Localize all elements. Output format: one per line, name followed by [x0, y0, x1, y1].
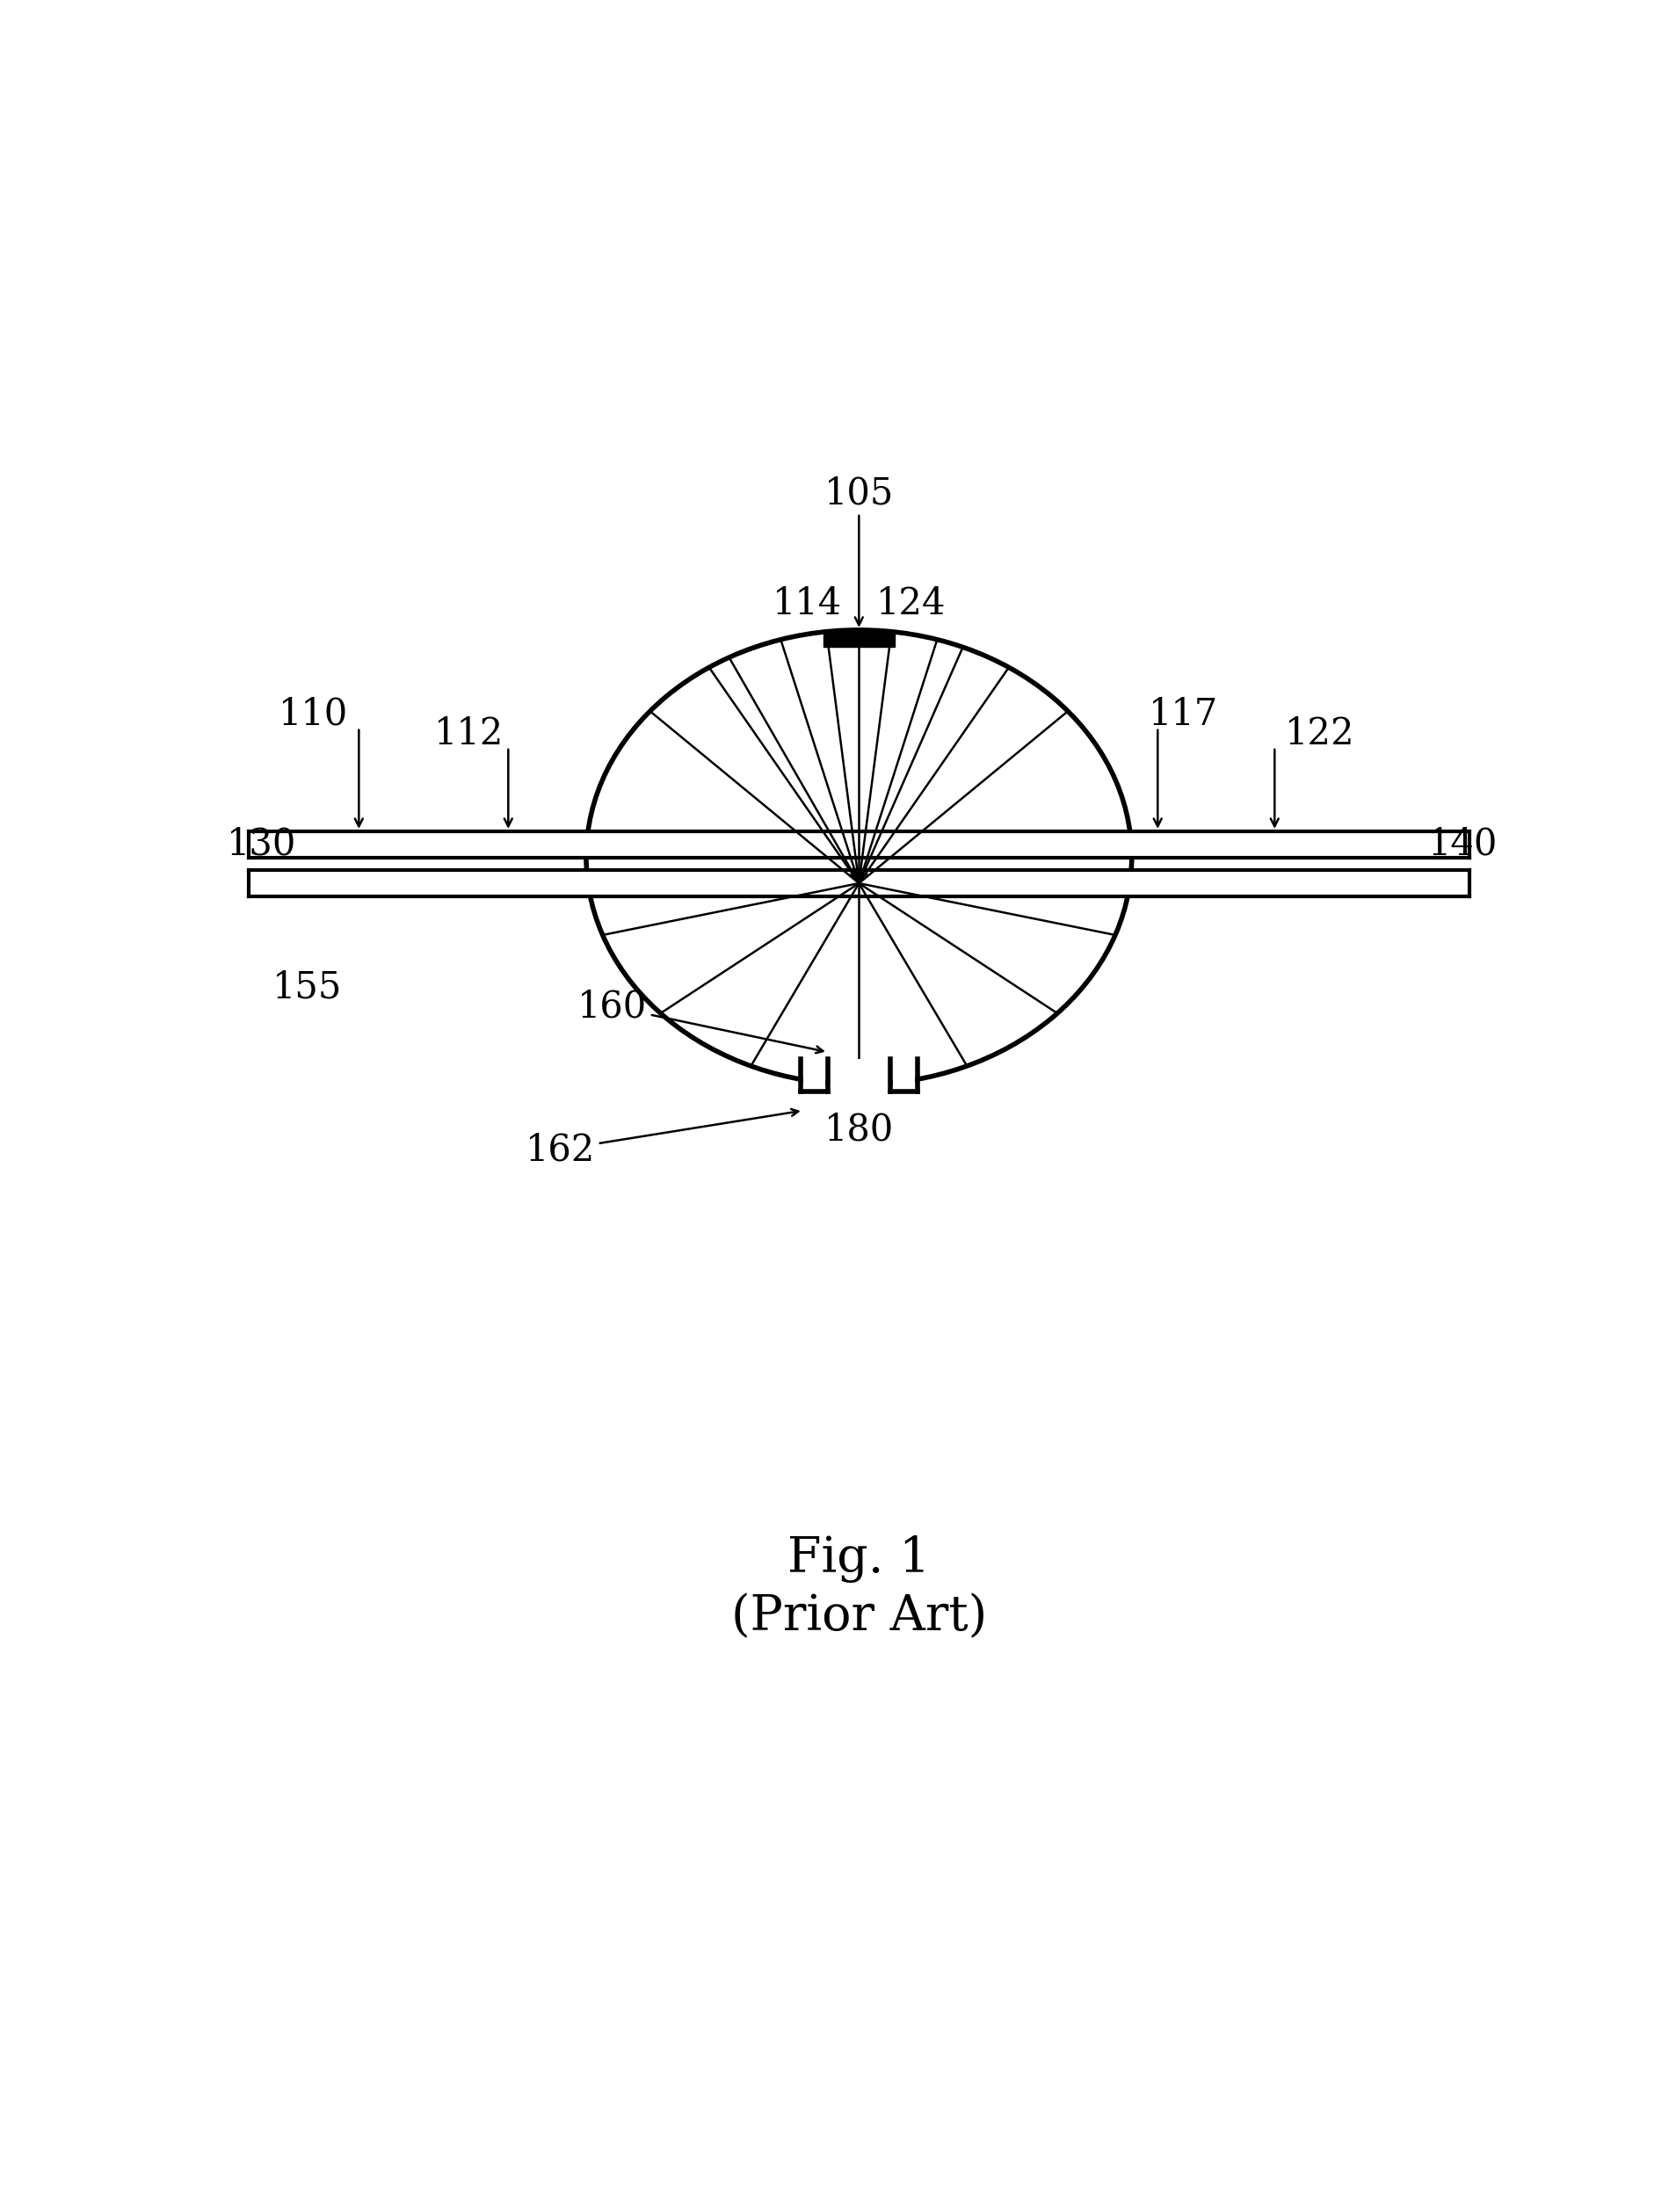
Bar: [803, 1060, 825, 1088]
Text: 117: 117: [1148, 697, 1218, 732]
Ellipse shape: [587, 630, 1131, 1084]
Text: 112: 112: [434, 714, 504, 752]
Bar: [248, 869, 1470, 896]
Bar: [828, 1060, 890, 1091]
Bar: [823, 630, 895, 646]
Text: Fig. 1: Fig. 1: [788, 1535, 930, 1584]
Text: 105: 105: [825, 476, 893, 511]
Text: 180: 180: [825, 1113, 893, 1148]
Text: 110: 110: [278, 697, 349, 732]
Text: 130: 130: [226, 825, 297, 863]
Text: 140: 140: [1428, 825, 1498, 863]
Text: (Prior Art): (Prior Art): [731, 1593, 987, 1641]
Text: 124: 124: [877, 586, 945, 622]
Bar: [248, 832, 1470, 858]
Text: 114: 114: [773, 586, 841, 622]
Text: 122: 122: [1285, 714, 1356, 752]
Text: 155: 155: [272, 969, 342, 1006]
Text: 160: 160: [577, 989, 823, 1053]
Bar: [893, 1060, 915, 1088]
Text: 162: 162: [525, 1108, 798, 1168]
